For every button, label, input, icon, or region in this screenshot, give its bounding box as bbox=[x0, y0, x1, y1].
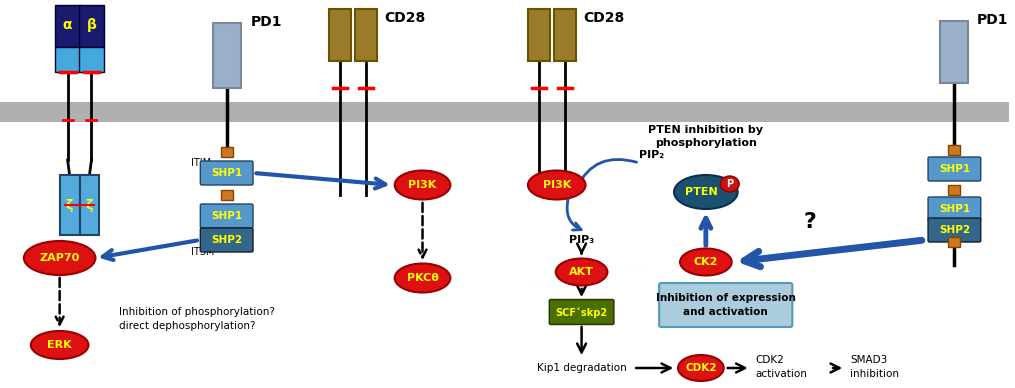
FancyBboxPatch shape bbox=[928, 157, 980, 181]
FancyBboxPatch shape bbox=[200, 204, 253, 228]
FancyBboxPatch shape bbox=[200, 228, 253, 252]
Ellipse shape bbox=[680, 248, 732, 275]
Text: PTEN: PTEN bbox=[684, 187, 718, 197]
Text: SHP2: SHP2 bbox=[939, 225, 970, 235]
Text: α: α bbox=[63, 18, 72, 32]
Text: PI3K: PI3K bbox=[408, 180, 436, 190]
Text: PD1: PD1 bbox=[976, 13, 1008, 27]
Text: PI3K: PI3K bbox=[543, 180, 570, 190]
Text: Kip1 degradation: Kip1 degradation bbox=[537, 363, 626, 373]
Ellipse shape bbox=[721, 176, 739, 192]
Text: ERK: ERK bbox=[48, 340, 72, 350]
Text: Inhibition of expression: Inhibition of expression bbox=[656, 293, 796, 303]
Text: P: P bbox=[726, 179, 733, 189]
Text: PKCθ: PKCθ bbox=[407, 273, 438, 283]
FancyBboxPatch shape bbox=[200, 161, 253, 185]
Bar bbox=[78, 47, 105, 72]
Text: ITSM: ITSM bbox=[191, 247, 214, 257]
Ellipse shape bbox=[556, 258, 607, 286]
Bar bbox=[329, 9, 351, 61]
Text: SMAD3: SMAD3 bbox=[850, 355, 887, 365]
Text: CD28: CD28 bbox=[584, 11, 625, 25]
Text: PTEN inhibition by: PTEN inhibition by bbox=[649, 125, 763, 135]
Text: Inhibition of phosphorylation?: Inhibition of phosphorylation? bbox=[120, 307, 275, 317]
Text: ζ: ζ bbox=[86, 199, 93, 211]
Text: CD28: CD28 bbox=[385, 11, 426, 25]
Bar bbox=[55, 47, 80, 72]
Bar bbox=[220, 147, 232, 157]
Bar bbox=[355, 9, 377, 61]
Bar bbox=[948, 145, 960, 155]
Text: activation: activation bbox=[755, 369, 808, 379]
Bar bbox=[55, 5, 80, 47]
Text: CK2: CK2 bbox=[693, 257, 718, 267]
Text: direct dephosphorylation?: direct dephosphorylation? bbox=[120, 321, 256, 331]
Text: ITIM: ITIM bbox=[191, 158, 211, 168]
Bar bbox=[941, 21, 968, 83]
Ellipse shape bbox=[678, 355, 724, 381]
Bar bbox=[213, 23, 241, 88]
Text: CDK2: CDK2 bbox=[755, 355, 785, 365]
Bar bbox=[79, 175, 99, 235]
Ellipse shape bbox=[528, 170, 586, 199]
Text: PIP₃: PIP₃ bbox=[569, 235, 594, 245]
Text: SCF˂skp2: SCF˂skp2 bbox=[555, 307, 608, 317]
Bar bbox=[220, 190, 232, 200]
Text: and activation: and activation bbox=[683, 307, 768, 317]
Bar bbox=[554, 9, 576, 61]
Text: SHP1: SHP1 bbox=[939, 164, 970, 174]
Text: PD1: PD1 bbox=[251, 15, 282, 29]
Ellipse shape bbox=[395, 263, 451, 293]
Bar bbox=[60, 175, 79, 235]
Text: inhibition: inhibition bbox=[850, 369, 899, 379]
Text: ZAP70: ZAP70 bbox=[40, 253, 80, 263]
Bar bbox=[78, 5, 105, 47]
FancyBboxPatch shape bbox=[549, 300, 614, 324]
Text: ?: ? bbox=[804, 212, 817, 232]
Text: phosphorylation: phosphorylation bbox=[655, 138, 757, 148]
Bar bbox=[948, 185, 960, 195]
FancyBboxPatch shape bbox=[659, 283, 793, 327]
Bar bbox=[0, 102, 1009, 122]
Text: SHP1: SHP1 bbox=[211, 168, 243, 178]
Text: PIP₂: PIP₂ bbox=[638, 150, 664, 160]
Text: SHP2: SHP2 bbox=[211, 235, 243, 245]
Text: SHP1: SHP1 bbox=[211, 211, 243, 221]
Bar bbox=[948, 237, 960, 247]
Ellipse shape bbox=[30, 331, 88, 359]
Bar bbox=[528, 9, 550, 61]
Ellipse shape bbox=[24, 241, 95, 275]
Ellipse shape bbox=[395, 170, 451, 199]
Text: CDK2: CDK2 bbox=[685, 363, 717, 373]
Text: SHP1: SHP1 bbox=[939, 204, 970, 214]
Text: β: β bbox=[86, 18, 96, 32]
FancyBboxPatch shape bbox=[928, 218, 980, 242]
Text: ζ: ζ bbox=[66, 199, 73, 211]
Ellipse shape bbox=[674, 175, 738, 209]
FancyBboxPatch shape bbox=[928, 197, 980, 221]
Text: AKT: AKT bbox=[569, 267, 594, 277]
